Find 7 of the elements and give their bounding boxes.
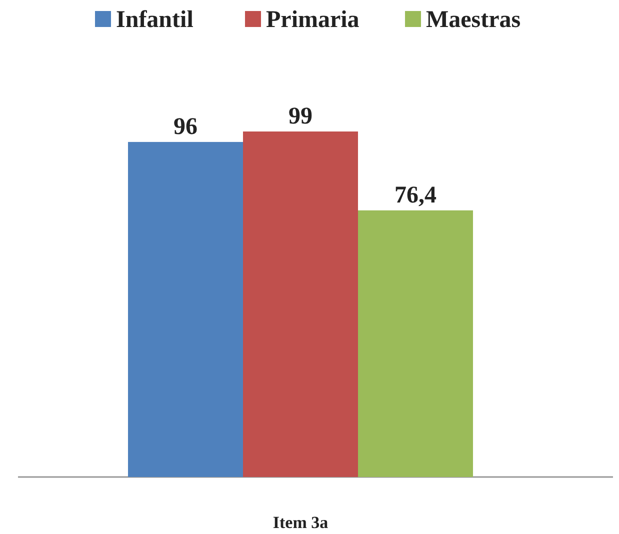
data-label: 76,4 [394, 182, 436, 208]
legend-label: Maestras [426, 7, 521, 33]
legend-label: Primaria [266, 7, 360, 33]
x-axis-title: Item 3a [272, 513, 329, 532]
data-label: 96 [174, 114, 198, 140]
legend-label: Infantil [116, 7, 194, 33]
data-label: 99 [288, 103, 312, 130]
